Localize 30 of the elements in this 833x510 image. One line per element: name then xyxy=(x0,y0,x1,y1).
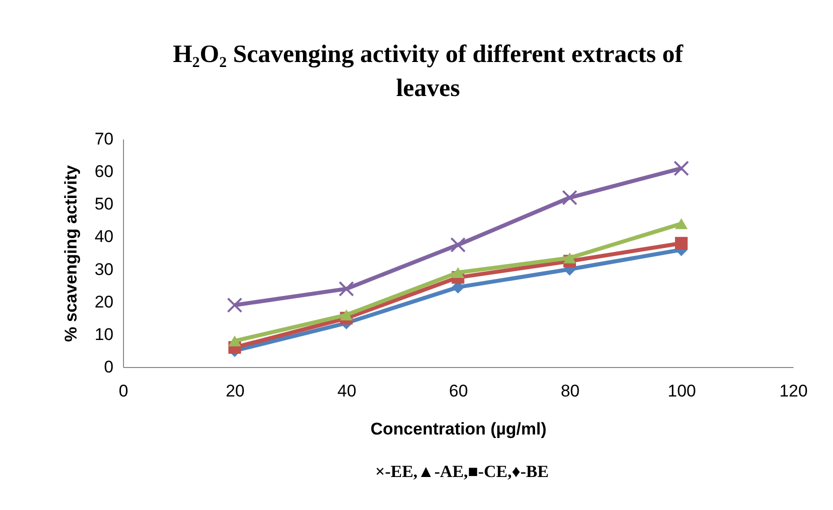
x-tick-label: 0 xyxy=(118,382,128,400)
y-tick-label: 0 xyxy=(104,358,114,376)
chart-title: H₂O₂ Scavenging activity of different extracts of leaves xyxy=(172,40,684,104)
point xyxy=(228,335,241,346)
y-tick-label: 20 xyxy=(94,292,114,312)
y-tick-label: 70 xyxy=(94,130,114,148)
y-tick-label: 60 xyxy=(94,162,114,182)
y-tick-label: 30 xyxy=(94,260,114,279)
point xyxy=(675,218,688,230)
x-tick-label: 100 xyxy=(668,382,696,400)
point xyxy=(338,281,354,297)
x-tick-label: 20 xyxy=(226,382,245,400)
point xyxy=(226,297,242,313)
point xyxy=(340,309,353,320)
y-axis-title: % scavenging activity xyxy=(62,164,81,342)
y-tick-label: 40 xyxy=(94,227,114,246)
x-tick-label: 60 xyxy=(449,382,468,400)
x-tick-label: 40 xyxy=(337,382,356,400)
point xyxy=(452,267,464,278)
point xyxy=(675,236,688,250)
x-tick-label: 120 xyxy=(779,382,808,400)
x-tick-label: 80 xyxy=(560,382,580,400)
y-tick-label: 50 xyxy=(94,194,114,214)
x-axis-title: Concentration (µg/ml) xyxy=(370,420,547,438)
text: ×-EE,▲-AE,■-CE,♦-BE xyxy=(374,462,550,482)
y-tick-label: 10 xyxy=(94,324,114,344)
point xyxy=(674,160,690,176)
point xyxy=(562,190,578,206)
point xyxy=(450,237,466,253)
point xyxy=(563,252,576,264)
